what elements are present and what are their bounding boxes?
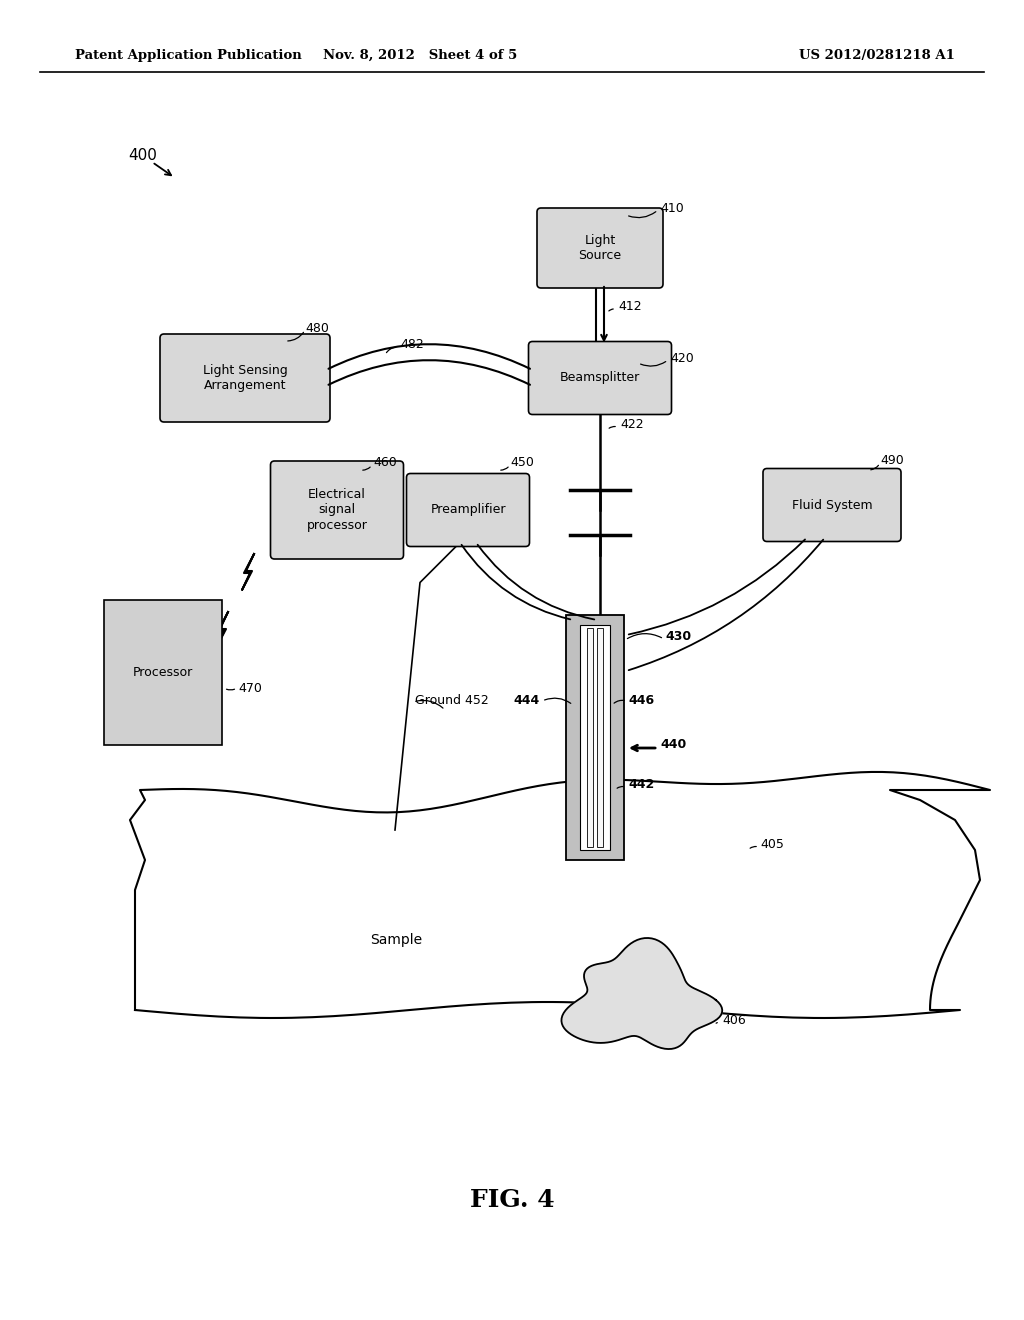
- Bar: [597, 628, 603, 847]
- FancyBboxPatch shape: [528, 342, 672, 414]
- Text: 420: 420: [670, 351, 693, 364]
- Text: Sample: Sample: [370, 933, 422, 946]
- Text: 422: 422: [620, 418, 644, 432]
- Text: 400: 400: [128, 148, 157, 162]
- Text: Beamsplitter: Beamsplitter: [560, 371, 640, 384]
- Text: 405: 405: [760, 838, 784, 851]
- Text: Fluid System: Fluid System: [792, 499, 872, 511]
- Bar: [580, 624, 610, 850]
- Text: 444: 444: [514, 693, 540, 706]
- Text: 440: 440: [660, 738, 686, 751]
- Bar: [104, 599, 222, 744]
- FancyBboxPatch shape: [763, 469, 901, 541]
- FancyBboxPatch shape: [407, 474, 529, 546]
- Text: 460: 460: [373, 455, 396, 469]
- Text: FIG. 4: FIG. 4: [470, 1188, 554, 1212]
- Polygon shape: [561, 939, 722, 1049]
- Text: 412: 412: [618, 301, 642, 314]
- FancyBboxPatch shape: [270, 461, 403, 558]
- Text: Preamplifier: Preamplifier: [430, 503, 506, 516]
- FancyBboxPatch shape: [160, 334, 330, 422]
- Bar: [566, 615, 624, 861]
- FancyBboxPatch shape: [537, 209, 663, 288]
- Text: 446: 446: [628, 693, 654, 706]
- Text: 450: 450: [510, 457, 534, 470]
- Text: Processor: Processor: [133, 665, 194, 678]
- Text: 442: 442: [628, 779, 654, 792]
- Text: 470: 470: [238, 681, 262, 694]
- Text: 410: 410: [660, 202, 684, 214]
- Text: Light
Source: Light Source: [579, 234, 622, 261]
- Text: 406: 406: [722, 1014, 745, 1027]
- Text: Electrical
signal
processor: Electrical signal processor: [306, 488, 368, 532]
- Text: 482: 482: [400, 338, 424, 351]
- Text: 490: 490: [880, 454, 904, 466]
- Text: Ground 452: Ground 452: [415, 693, 488, 706]
- Text: 430: 430: [665, 630, 691, 643]
- Text: US 2012/0281218 A1: US 2012/0281218 A1: [799, 49, 955, 62]
- Text: 480: 480: [305, 322, 329, 334]
- Text: Nov. 8, 2012   Sheet 4 of 5: Nov. 8, 2012 Sheet 4 of 5: [323, 49, 517, 62]
- Text: Patent Application Publication: Patent Application Publication: [75, 49, 302, 62]
- Text: Light Sensing
Arrangement: Light Sensing Arrangement: [203, 364, 288, 392]
- Bar: [587, 628, 593, 847]
